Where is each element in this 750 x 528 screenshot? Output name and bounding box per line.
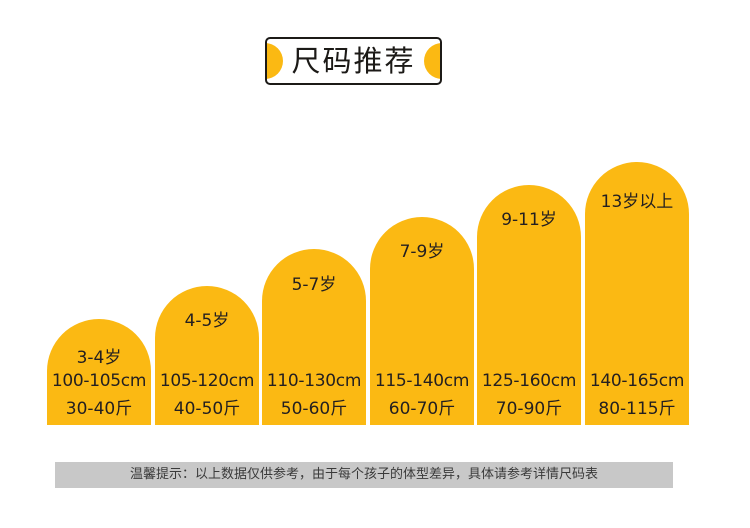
title-badge: 尺码推荐 <box>265 37 442 85</box>
size-bar-2: 4-5岁 105-120cm 40-50斤 <box>155 286 259 425</box>
size-bar-6: 13岁以上 140-165cm 80-115斤 <box>585 162 689 425</box>
size-age: 7-9岁 <box>399 242 445 262</box>
size-height: 110-130cm <box>266 371 362 391</box>
size-weight: 60-70斤 <box>388 399 456 419</box>
size-bar-4: 7-9岁 115-140cm 60-70斤 <box>370 217 474 425</box>
size-height: 100-105cm <box>51 371 147 391</box>
size-height: 140-165cm <box>589 371 685 391</box>
size-age: 3-4岁 <box>76 348 122 368</box>
size-height: 125-160cm <box>481 371 577 391</box>
size-age: 4-5岁 <box>184 311 230 331</box>
size-weight: 70-90斤 <box>495 399 563 419</box>
size-age: 5-7岁 <box>291 275 337 295</box>
size-age: 9-11岁 <box>501 210 557 230</box>
size-tip-note: 温馨提示：以上数据仅供参考，由于每个孩子的体型差异，具体请参考详情尺码表 <box>55 462 673 488</box>
title-left-cap <box>267 43 283 79</box>
size-height: 115-140cm <box>374 371 470 391</box>
page-title: 尺码推荐 <box>291 44 416 78</box>
size-weight: 30-40斤 <box>65 399 133 419</box>
size-bar-1: 3-4岁 100-105cm 30-40斤 <box>47 319 151 425</box>
title-right-cap <box>424 43 440 79</box>
size-weight: 40-50斤 <box>173 399 241 419</box>
size-weight: 50-60斤 <box>280 399 348 419</box>
size-height: 105-120cm <box>159 371 255 391</box>
size-bar-5: 9-11岁 125-160cm 70-90斤 <box>477 185 581 425</box>
size-age: 13岁以上 <box>600 192 674 212</box>
size-bar-3: 5-7岁 110-130cm 50-60斤 <box>262 249 366 425</box>
size-weight: 80-115斤 <box>598 399 676 419</box>
